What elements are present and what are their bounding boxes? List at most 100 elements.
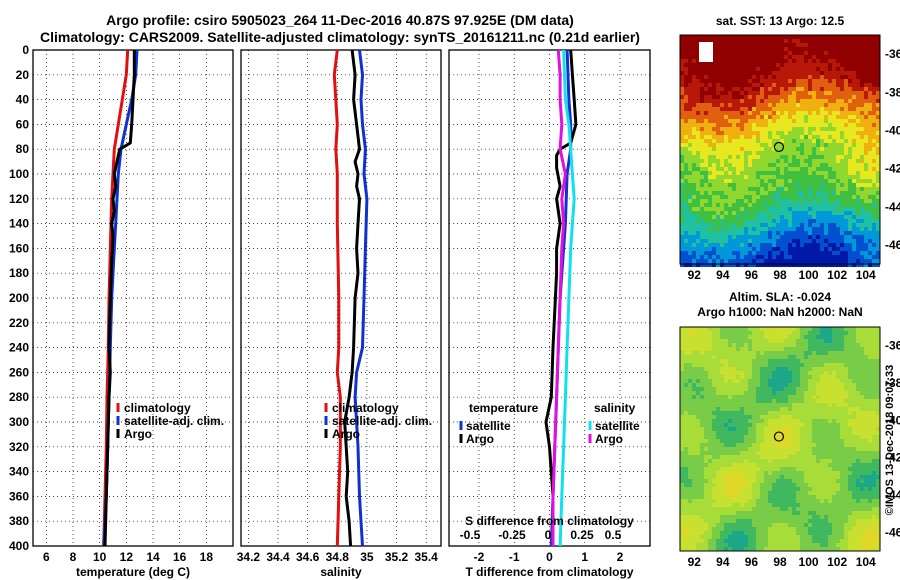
map-cell (840, 43, 844, 47)
map-cell (684, 351, 688, 355)
map-cell (804, 75, 808, 79)
map-cell (764, 79, 768, 83)
map-cell (816, 131, 820, 135)
map-cell (708, 131, 712, 135)
map-x-tick-label: 92 (688, 268, 702, 282)
map-cell (844, 55, 848, 59)
map-cell (800, 327, 804, 331)
map-cell (804, 39, 808, 43)
map-cell (772, 391, 776, 395)
map-cell (700, 147, 704, 151)
map-cell (712, 339, 716, 343)
map-cell (784, 467, 788, 471)
map-cell (844, 79, 848, 83)
map-cell (812, 211, 816, 215)
map-cell (820, 343, 824, 347)
map-cell (768, 59, 772, 63)
map-cell (812, 111, 816, 115)
map-cell (796, 403, 800, 407)
map-cell (864, 347, 868, 351)
map-cell (796, 127, 800, 131)
map-cell (752, 427, 756, 431)
map-cell (736, 95, 740, 99)
map-cell (688, 159, 692, 163)
map-cell (752, 263, 756, 267)
map-cell (716, 415, 720, 419)
map-cell (816, 55, 820, 59)
map-cell (704, 371, 708, 375)
map-cell (700, 435, 704, 439)
map-cell (876, 467, 880, 471)
map-cell (788, 39, 792, 43)
map-cell (868, 363, 872, 367)
map-cell (684, 103, 688, 107)
map-cell (724, 359, 728, 363)
map-cell (840, 91, 844, 95)
y-tick-label: 240 (9, 341, 29, 355)
map-cell (680, 191, 684, 195)
map-cell (712, 407, 716, 411)
map-cell (808, 191, 812, 195)
map-cell (784, 51, 788, 55)
map-cell (840, 171, 844, 175)
map-cell (872, 207, 876, 211)
map-cell (868, 187, 872, 191)
map-cell (772, 335, 776, 339)
map-cell (848, 95, 852, 99)
map-cell (836, 131, 840, 135)
map-cell (796, 235, 800, 239)
map-cell (756, 155, 760, 159)
map-cell (716, 447, 720, 451)
map-cell (792, 419, 796, 423)
map-cell (684, 179, 688, 183)
map-cell (712, 147, 716, 151)
map-cell (796, 335, 800, 339)
map-cell (800, 183, 804, 187)
map-cell (836, 459, 840, 463)
map-cell (764, 39, 768, 43)
map-cell (780, 155, 784, 159)
map-cell (784, 219, 788, 223)
map-cell (780, 383, 784, 387)
map-cell (688, 343, 692, 347)
map-cell (708, 71, 712, 75)
map-cell (728, 475, 732, 479)
map-cell (784, 343, 788, 347)
map-cell (824, 215, 828, 219)
map-cell (748, 387, 752, 391)
map-cell (868, 135, 872, 139)
map-cell (820, 419, 824, 423)
map-cell (848, 123, 852, 127)
map-cell (768, 411, 772, 415)
map-cell (748, 187, 752, 191)
map-cell (772, 171, 776, 175)
map-cell (748, 179, 752, 183)
map-cell (784, 383, 788, 387)
map-cell (852, 251, 856, 255)
map-cell (852, 467, 856, 471)
map-cell (772, 151, 776, 155)
map-cell (816, 363, 820, 367)
map-cell (856, 463, 860, 467)
map-cell (740, 383, 744, 387)
map-cell (704, 95, 708, 99)
map-cell (700, 75, 704, 79)
map-cell (772, 471, 776, 475)
map-cell (828, 251, 832, 255)
map-cell (796, 39, 800, 43)
map-cell (700, 339, 704, 343)
map-cell (848, 71, 852, 75)
map-cell (792, 459, 796, 463)
map-cell (792, 455, 796, 459)
map-cell (752, 39, 756, 43)
map-cell (828, 119, 832, 123)
map-cell (732, 403, 736, 407)
map-cell (808, 335, 812, 339)
map-cell (832, 215, 836, 219)
map-cell (760, 395, 764, 399)
map-cell (780, 347, 784, 351)
map-cell (732, 255, 736, 259)
map-cell (868, 383, 872, 387)
map-cell (692, 83, 696, 87)
map-cell (752, 235, 756, 239)
